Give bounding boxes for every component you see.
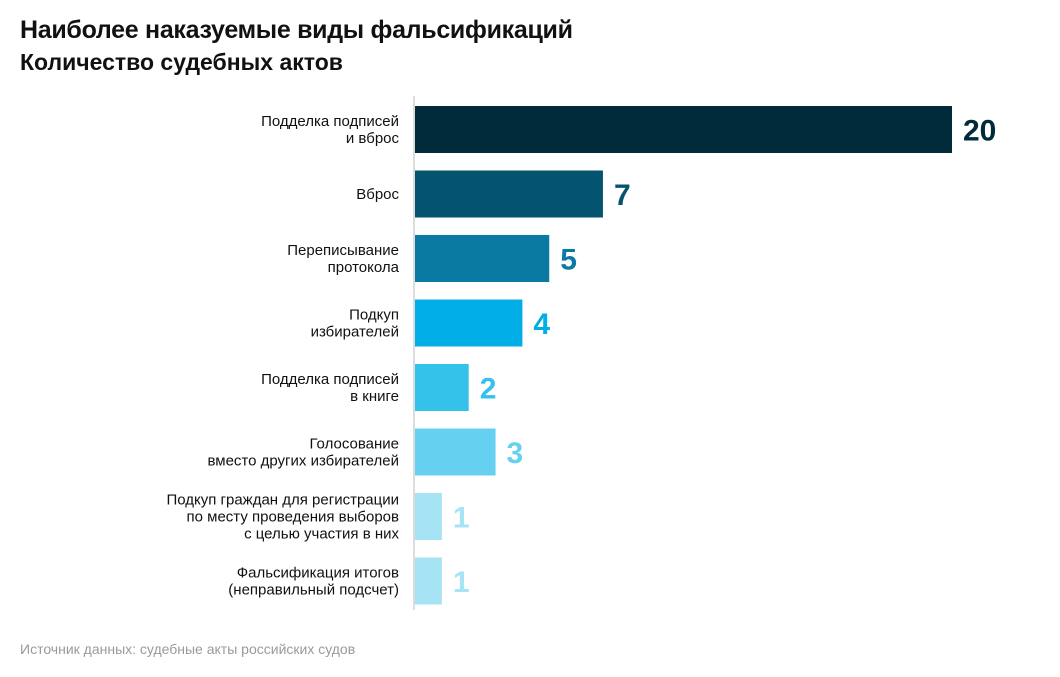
value-label: 5 [560,244,577,277]
bars [415,106,952,605]
category-label-line: Голосование [309,436,399,453]
category-label-line: (неправильный подсчет) [228,582,399,599]
bar [415,557,442,605]
chart-subtitle: Количество судебных актов [20,49,343,75]
bar [415,299,523,347]
bar [415,364,469,411]
category-label: Подделка подписей в книге [261,371,399,405]
category-label-line: Фальсификация итогов [237,565,399,582]
bar [415,170,603,218]
value-label: 1 [453,502,470,535]
category-label-line: Подделка подписей [261,113,399,130]
bar [415,428,496,476]
value-labels: 20 7 54 23 1 1 [453,115,997,600]
category-label-line: Подделка подписей [261,371,399,388]
category-label: Переписывание протокола [287,242,399,276]
source-note: Источник данных: судебные акты российски… [20,641,356,657]
category-label-line: Переписывание [287,242,399,259]
bar [415,106,952,153]
category-label: Подкуп избирателей [311,307,399,341]
value-label: 1 [453,566,470,599]
category-label-line: Подкуп [349,307,399,324]
category-label-line: протокола [328,259,400,276]
category-label-line: по месту проведения выборов [187,509,400,526]
bar [415,235,550,282]
category-labels: Подделка подписей и вбросВбросПереписыван… [166,113,399,599]
category-label-line: Подкуп граждан для регистрации [166,492,399,509]
category-label: Подделка подписей и вброс [261,113,399,147]
category-label-line: с целью участия в них [244,526,399,543]
value-label: 7 [614,179,631,212]
category-label-line: в книге [350,388,399,405]
category-label-line: Вброс [356,186,399,203]
value-label: 4 [533,308,550,341]
chart-title: Наиболее наказуемые виды фальсификаций [20,16,573,44]
category-label: Фальсификация итогов (неправильный подсче… [228,565,399,599]
value-label: 3 [507,437,524,470]
category-label: Подкуп граждан для регистрации по месту п… [166,492,399,543]
category-label-line: и вброс [346,130,400,147]
category-label-line: избирателей [311,324,399,341]
category-label: Вброс [356,186,399,203]
category-label: Голосование вместо других избирателей [207,436,399,470]
bar [415,493,442,540]
value-label: 2 [480,373,497,406]
category-label-line: вместо других избирателей [207,453,399,470]
value-label: 20 [963,115,996,148]
